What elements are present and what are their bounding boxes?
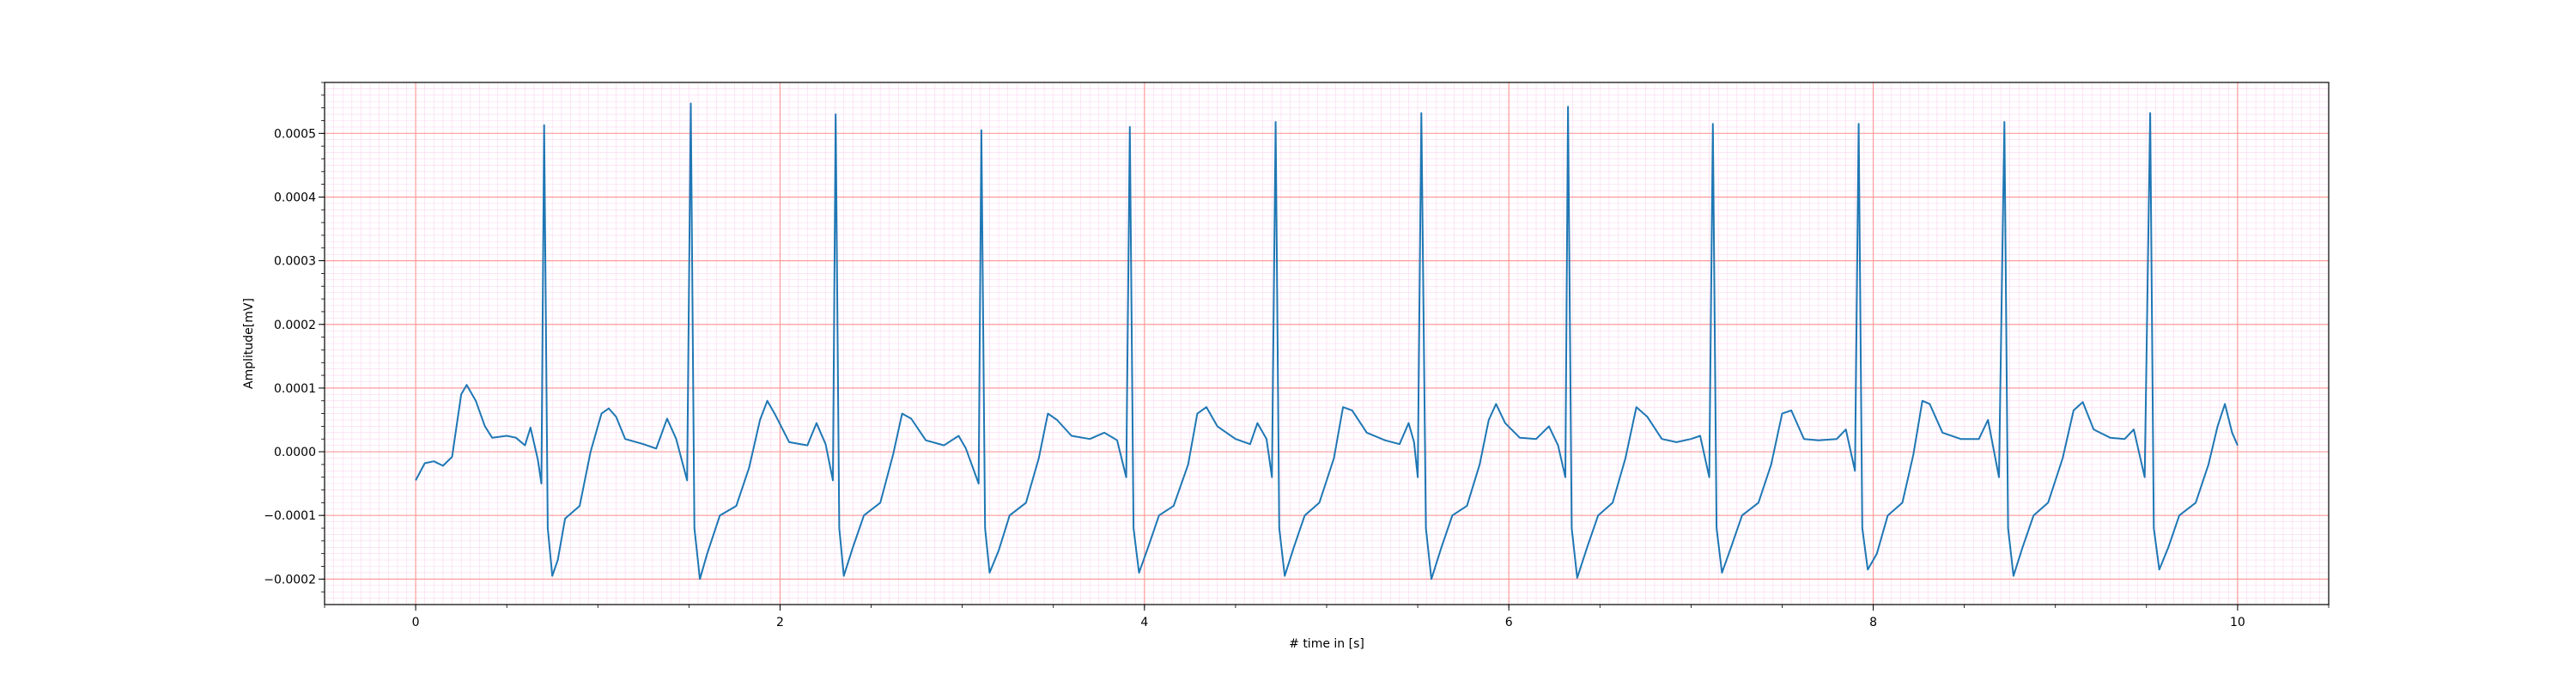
- x-tick-labels: 0 2 4 6 8 10: [412, 616, 2245, 629]
- y-tick-labels: −0.0002 −0.0001 0.0000 0.0001 0.0002 0.0003 0.…: [264, 127, 316, 587]
- x-tick-label: 0: [412, 616, 420, 629]
- y-tick-label: 0.0004: [274, 191, 316, 204]
- y-tick-label: 0.0002: [274, 319, 316, 332]
- x-tick-label: 2: [776, 616, 784, 629]
- y-tick-label: 0.0000: [274, 446, 316, 459]
- y-tick-label: 0.0003: [274, 255, 316, 269]
- y-axis-title: Amplitude[mV]: [242, 298, 256, 389]
- y-tick-label: −0.0002: [264, 573, 316, 587]
- x-tick-label: 4: [1140, 616, 1148, 629]
- axis-ticks: [319, 82, 2330, 611]
- plot-frame: [324, 82, 2330, 605]
- x-axis-title: # time in [s]: [1289, 637, 1364, 651]
- y-tick-label: −0.0001: [264, 509, 316, 523]
- x-tick-label: 10: [2230, 616, 2245, 629]
- x-tick-label: 8: [1869, 616, 1877, 629]
- y-tick-label: 0.0005: [274, 127, 316, 141]
- y-tick-label: 0.0001: [274, 382, 316, 396]
- x-tick-label: 6: [1505, 616, 1513, 629]
- major-grid: [325, 82, 2329, 605]
- ecg-signal-line: [415, 102, 2239, 581]
- minor-grid: [324, 82, 2330, 605]
